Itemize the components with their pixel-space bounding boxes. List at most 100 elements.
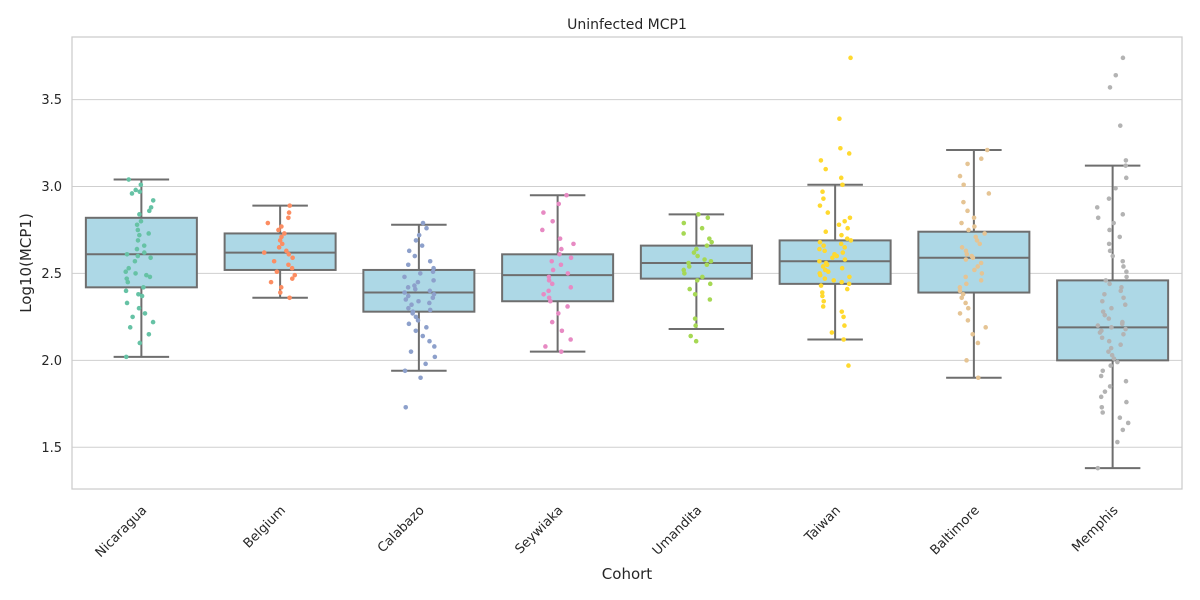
data-point [541, 210, 546, 215]
data-point [1121, 331, 1126, 337]
data-point [682, 271, 687, 276]
data-point [694, 246, 699, 252]
data-point [126, 177, 132, 182]
data-point [413, 238, 419, 243]
data-point [1119, 321, 1125, 327]
data-point [402, 274, 407, 280]
data-point [1108, 345, 1114, 351]
data-point [1107, 281, 1112, 287]
data-point [565, 304, 570, 309]
data-point [423, 361, 428, 367]
y-tick-labels: 1.5 2.0 2.5 3.0 3.5 [41, 93, 62, 456]
data-point [141, 285, 146, 290]
data-point [704, 243, 710, 248]
data-point [844, 236, 850, 241]
data-point [964, 358, 969, 363]
data-point [963, 248, 969, 254]
data-point [146, 331, 152, 337]
data-point [430, 295, 436, 301]
data-point [823, 229, 829, 235]
data-point [845, 225, 850, 231]
data-point [418, 375, 423, 381]
data-point [817, 239, 823, 245]
data-point [1123, 175, 1129, 181]
y-tick-label: 3.5 [41, 93, 62, 108]
data-point [817, 203, 823, 208]
data-point [848, 55, 853, 61]
data-point [286, 252, 292, 257]
data-point [959, 295, 965, 301]
data-point [427, 338, 432, 344]
data-point [821, 298, 827, 304]
points-taiwan [817, 55, 854, 368]
data-point [134, 246, 140, 252]
points-umandita [681, 212, 714, 344]
data-point [965, 161, 970, 167]
data-point [290, 255, 295, 261]
data-point [136, 291, 141, 297]
data-point [1107, 248, 1113, 254]
box-seywiaka [501, 194, 615, 353]
data-point [279, 234, 284, 240]
data-point [1115, 439, 1120, 445]
box-calabazo [362, 223, 476, 372]
data-point [431, 291, 437, 297]
data-point [840, 250, 846, 255]
data-point [146, 231, 151, 236]
data-point [681, 231, 686, 236]
data-point [1122, 302, 1128, 308]
data-point [983, 325, 988, 330]
data-point [847, 215, 853, 221]
data-point [1117, 234, 1123, 240]
data-point [558, 349, 564, 354]
data-point [1106, 349, 1111, 354]
data-point [571, 241, 576, 247]
data-point [271, 258, 277, 264]
data-point [1095, 215, 1101, 221]
data-point [278, 285, 284, 290]
data-point [963, 274, 968, 280]
data-point [829, 330, 835, 335]
data-point [841, 314, 846, 320]
data-point [971, 215, 977, 221]
data-point [692, 291, 698, 297]
data-point [406, 248, 412, 254]
data-point [975, 264, 980, 269]
data-point [123, 288, 129, 294]
data-point [818, 158, 824, 163]
data-point [402, 290, 407, 295]
data-point [125, 279, 131, 285]
data-point [1102, 312, 1108, 318]
data-point [975, 375, 981, 381]
data-point [1106, 241, 1112, 247]
data-point [568, 337, 573, 342]
data-point [959, 220, 964, 226]
data-point [817, 258, 822, 264]
data-point [839, 232, 844, 238]
data-point [972, 267, 977, 273]
data-point [1120, 212, 1126, 217]
data-point [412, 253, 418, 259]
data-point [707, 281, 713, 287]
data-point [137, 232, 142, 238]
data-point [548, 298, 553, 304]
data-point [130, 314, 135, 320]
data-point [137, 212, 142, 217]
data-point [276, 227, 281, 233]
data-point [1119, 285, 1124, 290]
data-point [970, 255, 976, 261]
data-point [841, 337, 846, 342]
data-point [1099, 404, 1105, 410]
data-point [978, 260, 984, 266]
data-point [964, 252, 970, 257]
data-point [144, 272, 149, 278]
data-point [688, 333, 693, 339]
box-nicaragua [84, 178, 198, 358]
data-point [847, 274, 852, 280]
data-point [846, 151, 852, 156]
data-point [846, 281, 852, 287]
data-point [978, 156, 984, 161]
data-point [709, 239, 714, 245]
data-point [1106, 316, 1112, 321]
box-taiwan [778, 183, 892, 341]
